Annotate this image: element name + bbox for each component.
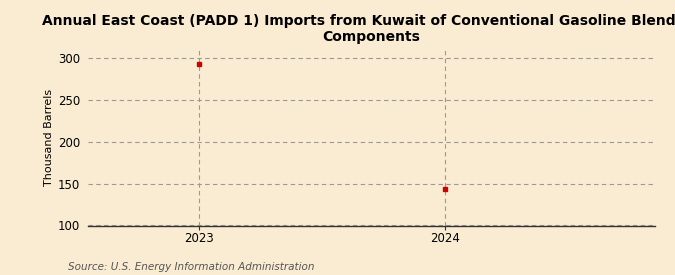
- Text: Source: U.S. Energy Information Administration: Source: U.S. Energy Information Administ…: [68, 262, 314, 272]
- Title: Annual East Coast (PADD 1) Imports from Kuwait of Conventional Gasoline Blending: Annual East Coast (PADD 1) Imports from …: [43, 14, 675, 44]
- Y-axis label: Thousand Barrels: Thousand Barrels: [44, 89, 54, 186]
